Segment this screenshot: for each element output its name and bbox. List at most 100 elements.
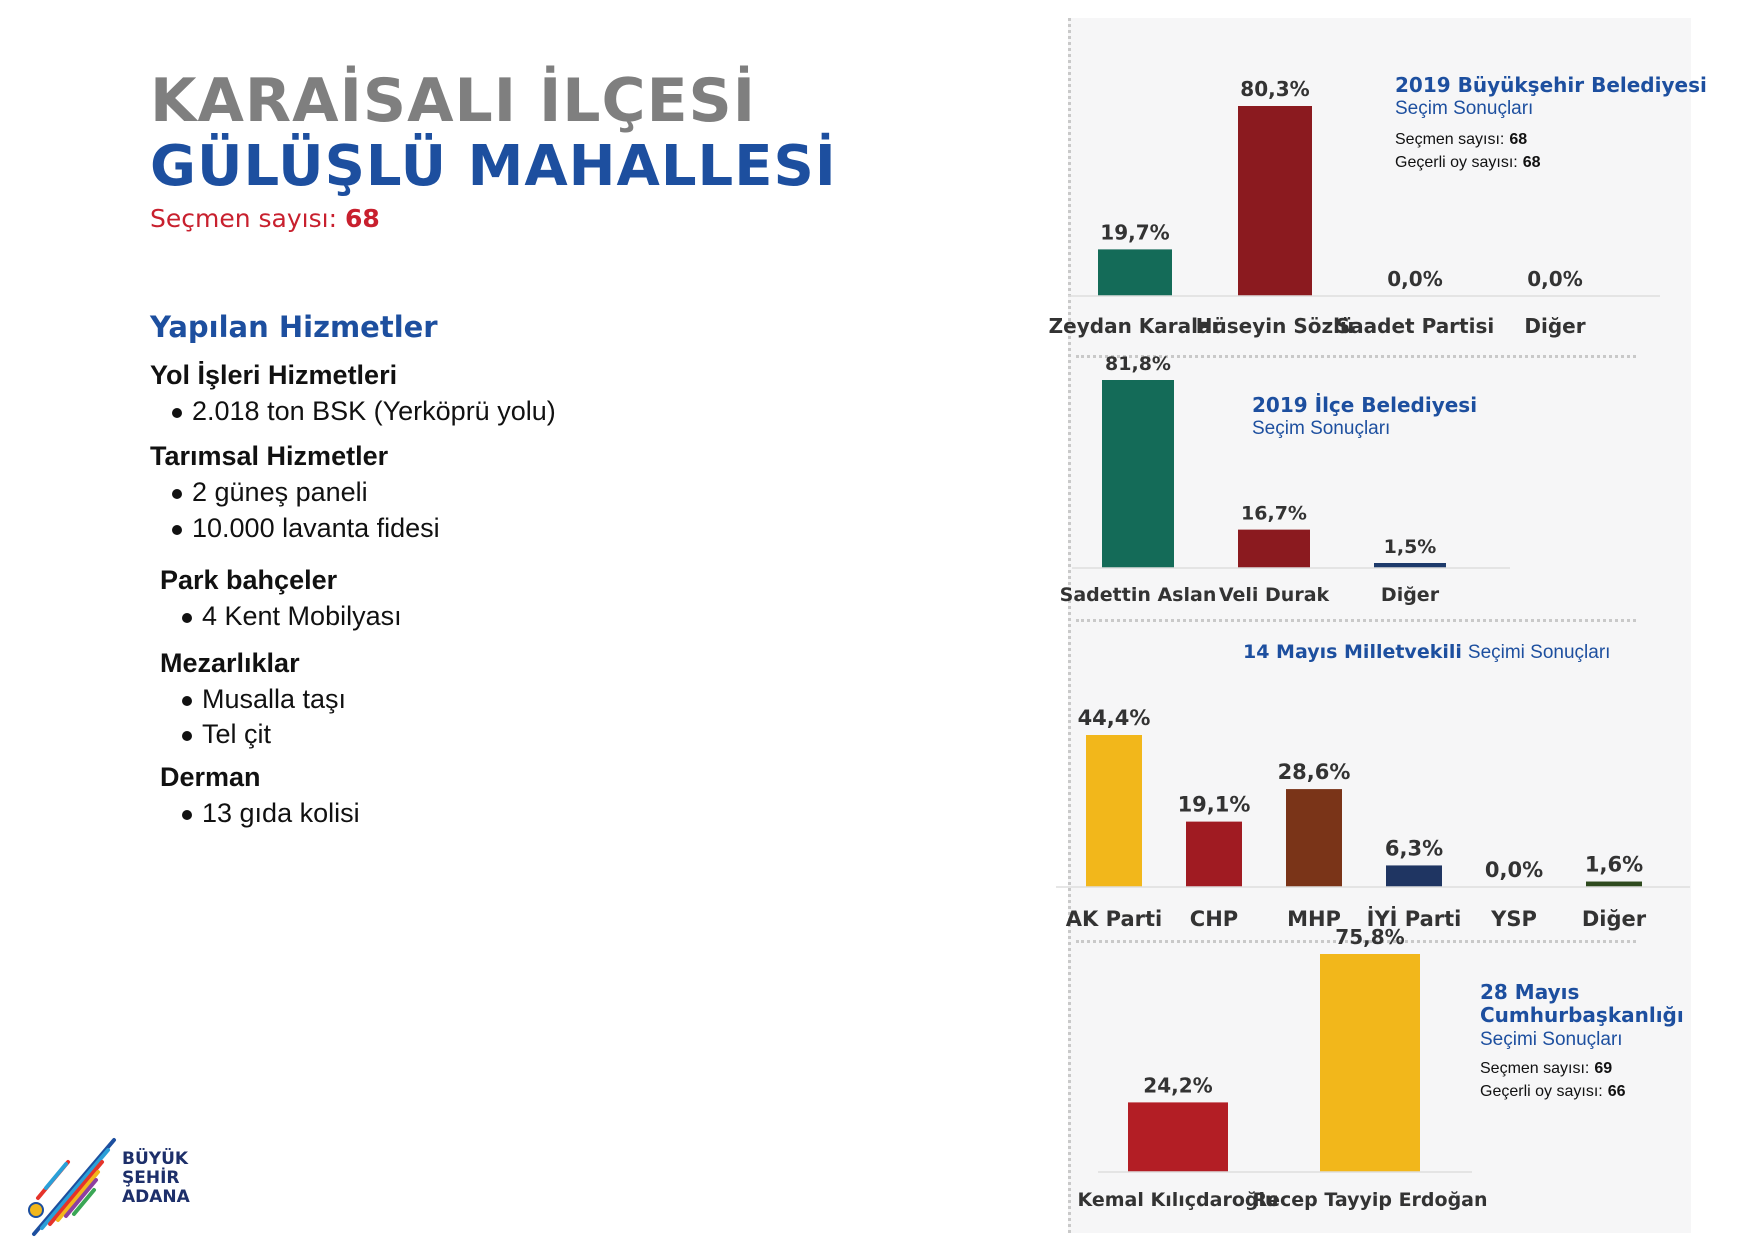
service-item: 2.018 ton BSK (Yerköprü yolu) [172, 396, 556, 427]
data-label: 44,4% [1078, 706, 1151, 730]
service-group-cemeteries: Mezarlıklar [160, 648, 300, 678]
service-group-road: Yol İşleri Hizmetleri [150, 360, 398, 390]
logo-line: ADANA [122, 1187, 190, 1207]
category-label: Sadettin Aslan [1060, 584, 1217, 606]
service-item-text: 4 Kent Mobilyası [202, 601, 402, 631]
data-label: 75,8% [1335, 925, 1404, 949]
data-label: 16,7% [1241, 503, 1307, 525]
chart-title: 14 Mayıs Milletvekili Seçimi Sonuçları [1243, 641, 1610, 663]
data-label: 0,0% [1527, 267, 1582, 291]
chart-info-value: 69 [1594, 1060, 1612, 1077]
chart-info-label: Seçmen sayısı: [1395, 131, 1504, 148]
chart-bar [1386, 865, 1442, 887]
chart-bar [1238, 529, 1310, 568]
data-label: 24,2% [1143, 1073, 1212, 1097]
chart-bar [1098, 249, 1172, 296]
bullet-icon [182, 730, 192, 741]
chart-info: Seçmen sayısı: 68 [1395, 131, 1527, 148]
chart-bar [1128, 1102, 1228, 1172]
category-label: YSP [1490, 907, 1537, 931]
data-label: 81,8% [1105, 353, 1171, 375]
chart-info-label: Geçerli oy sayısı: [1480, 1083, 1603, 1100]
chart-separator [1076, 940, 1636, 943]
logo-line: ŞEHİR [122, 1168, 180, 1188]
logo-text: BÜYÜK ŞEHİR ADANA [122, 1150, 190, 1207]
service-item-text: Tel çit [202, 719, 272, 749]
category-label: Diğer [1381, 584, 1440, 606]
data-label: 6,3% [1385, 836, 1443, 860]
chart-separator [1076, 619, 1636, 622]
chart-bar [1102, 380, 1174, 568]
data-label: 80,3% [1240, 77, 1309, 101]
service-group-derman: Derman [160, 762, 261, 792]
services-title: Yapılan Hizmetler [150, 310, 438, 344]
chart-info-value: 68 [1509, 131, 1527, 148]
chart-bar [1238, 106, 1312, 296]
category-label: Saadet Partisi [1336, 314, 1494, 338]
service-item-text: 10.000 lavanta fidesi [192, 513, 440, 543]
category-label: Hüseyin Sözlü [1196, 314, 1354, 338]
voter-count-value: 68 [344, 204, 380, 233]
bullet-icon [182, 809, 192, 820]
neighborhood-title: GÜLÜŞLÜ MAHALLESİ [150, 134, 837, 199]
category-label: Veli Durak [1219, 584, 1330, 606]
chart-bar [1374, 563, 1446, 568]
category-label: Zeydan Karalar [1049, 314, 1222, 338]
chart-subtitle: Seçim Sonuçları [1395, 98, 1533, 119]
chart-info: Geçerli oy sayısı: 66 [1480, 1083, 1626, 1100]
category-label: Diğer [1524, 314, 1585, 338]
data-label: 1,5% [1384, 536, 1437, 558]
category-label: AK Parti [1066, 907, 1162, 931]
bullet-icon [172, 524, 182, 535]
chart-info: Seçmen sayısı: 69 [1480, 1060, 1612, 1077]
service-group-parks: Park bahçeler [160, 565, 338, 595]
chart-info-value: 66 [1608, 1083, 1626, 1100]
district-title: KARAİSALI İLÇESİ [150, 66, 757, 136]
chart-bar [1320, 954, 1420, 1172]
category-label: Recep Tayyip Erdoğan [1252, 1189, 1487, 1211]
bullet-icon [182, 695, 192, 706]
data-label: 0,0% [1485, 858, 1543, 882]
chart-info-label: Seçmen sayısı: [1480, 1060, 1589, 1077]
chart-bar [1086, 735, 1142, 887]
category-label: CHP [1190, 907, 1238, 931]
logo-line: BÜYÜK [122, 1149, 189, 1169]
chart-title: 2019 İlçe Belediyesi [1252, 393, 1477, 417]
category-label: MHP [1287, 907, 1341, 931]
category-label: İYİ Parti [1367, 906, 1462, 931]
service-group-agriculture: Tarımsal Hizmetler [150, 441, 389, 471]
category-label: Diğer [1582, 907, 1647, 931]
service-item: Musalla taşı [182, 684, 346, 715]
data-label: 0,0% [1387, 267, 1442, 291]
service-item: 4 Kent Mobilyası [182, 601, 402, 632]
service-item: Tel çit [182, 719, 271, 750]
chart-bar [1286, 789, 1342, 887]
chart-subtitle: Seçimi Sonuçları [1468, 642, 1611, 663]
data-label: 19,1% [1178, 793, 1251, 817]
service-item: 13 gıda kolisi [182, 798, 360, 829]
chart-title-text: 14 Mayıs Milletvekili [1243, 641, 1462, 663]
chart-info: Geçerli oy sayısı: 68 [1395, 154, 1541, 171]
bullet-icon [172, 407, 182, 418]
chart-bar [1586, 881, 1642, 887]
category-label: Kemal Kılıçdaroğlu [1077, 1189, 1278, 1211]
bullet-icon [172, 488, 182, 499]
chart-title: 28 Mayıs [1480, 980, 1579, 1004]
voter-count: Seçmen sayısı: 68 [150, 204, 380, 233]
chart-info-label: Geçerli oy sayısı: [1395, 154, 1518, 171]
service-item-text: 2.018 ton BSK (Yerköprü yolu) [192, 396, 556, 426]
chart-title: Cumhurbaşkanlığı [1480, 1003, 1684, 1027]
chart-subtitle: Seçim Sonuçları [1252, 418, 1390, 439]
service-item-text: 13 gıda kolisi [202, 798, 360, 828]
chart-separator [1076, 355, 1636, 358]
chart-subtitle: Seçimi Sonuçları [1480, 1029, 1623, 1050]
chart-title: 2019 Büyükşehir Belediyesi [1395, 73, 1707, 97]
chart-info-value: 68 [1523, 154, 1541, 171]
service-item: 10.000 lavanta fidesi [172, 513, 440, 544]
voter-count-label: Seçmen sayısı: [150, 204, 337, 233]
bullet-icon [182, 612, 192, 623]
data-label: 1,6% [1585, 853, 1643, 877]
buyuksehir-adana-logo [28, 1138, 116, 1236]
service-item-text: Musalla taşı [202, 684, 347, 714]
